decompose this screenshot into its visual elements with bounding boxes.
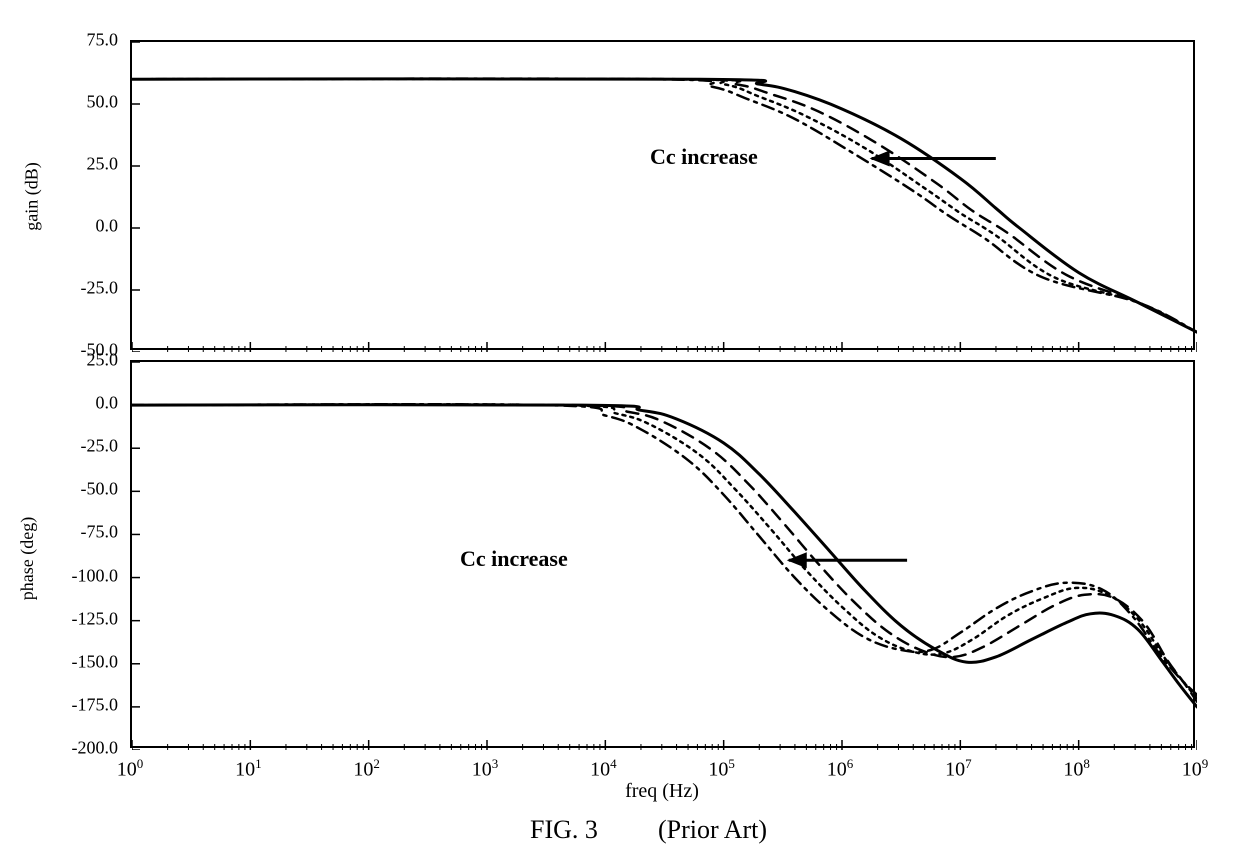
phase-ylabel: phase (deg) xyxy=(17,517,38,600)
xtick-label: 103 xyxy=(472,756,499,782)
figure-caption-right: (Prior Art) xyxy=(658,815,767,845)
xtick-label: 106 xyxy=(827,756,854,782)
xaxis-tick-labels: 100101102103104105106107108109 xyxy=(130,752,1195,780)
ytick-label: 50.0 xyxy=(58,92,118,113)
xtick-label: 101 xyxy=(235,756,262,782)
phase-ytick-labels: 25.00.0-25.0-50.0-75.0-100.0-125.0-150.0… xyxy=(54,360,124,748)
ytick-label: -75.0 xyxy=(58,522,118,543)
gain-plot xyxy=(130,40,1195,350)
gain-ytick-labels: 75.050.025.00.0-25.0-50.0 xyxy=(54,40,124,350)
gain-ylabel: gain (dB) xyxy=(22,162,43,230)
phase-annotation: Cc increase xyxy=(460,546,568,572)
xtick-label: 104 xyxy=(590,756,617,782)
ytick-label: -25.0 xyxy=(58,278,118,299)
ytick-label: 0.0 xyxy=(58,216,118,237)
xtick-label: 108 xyxy=(1063,756,1090,782)
figure-caption-left: FIG. 3 xyxy=(530,815,598,845)
ytick-label: -200.0 xyxy=(58,738,118,759)
xtick-label: 100 xyxy=(117,756,144,782)
ytick-label: -125.0 xyxy=(58,608,118,629)
ytick-label: -50.0 xyxy=(58,479,118,500)
ytick-label: -150.0 xyxy=(58,651,118,672)
phase-plot xyxy=(130,360,1195,748)
ytick-label: 0.0 xyxy=(58,393,118,414)
ytick-label: 75.0 xyxy=(58,30,118,51)
xtick-label: 109 xyxy=(1182,756,1209,782)
xtick-label: 105 xyxy=(708,756,735,782)
ytick-label: -175.0 xyxy=(58,694,118,715)
gain-annotation: Cc increase xyxy=(650,144,758,170)
xaxis-label: freq (Hz) xyxy=(625,780,699,803)
xtick-label: 107 xyxy=(945,756,972,782)
gain-plot-svg xyxy=(132,42,1197,352)
ytick-label: -100.0 xyxy=(58,565,118,586)
ytick-label: 25.0 xyxy=(58,350,118,371)
figure-3: gain (dB) 75.0 50.0 25.0 0.0 -25.0 -50.0 Cc i… xyxy=(0,0,1240,862)
phase-plot-svg xyxy=(132,362,1197,750)
ytick-label: -25.0 xyxy=(58,436,118,457)
ytick-label: 25.0 xyxy=(58,154,118,175)
xtick-label: 102 xyxy=(353,756,380,782)
